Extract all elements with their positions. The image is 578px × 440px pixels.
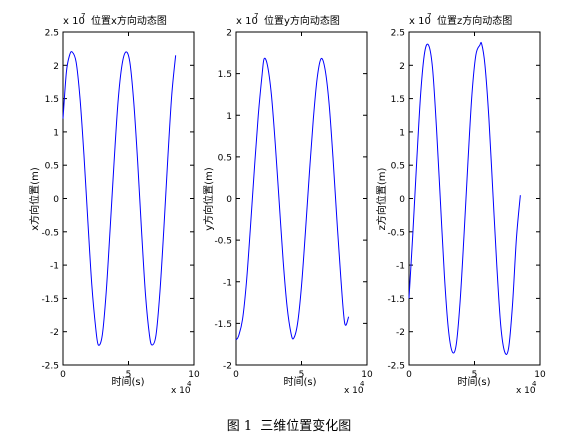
y-tick-label: -2.5: [387, 362, 405, 372]
series-line: [408, 41, 521, 355]
chart-panel-y: 21.510.50-0.5-1-1.5-20 5 10 x 10 7 位置y方向动态…: [202, 12, 373, 396]
series-line: [62, 51, 177, 346]
x-tick-label: 0: [60, 370, 66, 380]
y-tick-label: 0: [399, 195, 405, 205]
y-tick-label: 0.5: [391, 162, 405, 172]
x-exponent: 4: [360, 380, 365, 388]
y-tick-label: 1.5: [45, 95, 59, 105]
y-tick-label: 0: [53, 195, 59, 205]
x-exponent: 4: [187, 380, 192, 388]
title-exponent: 7: [81, 12, 85, 20]
x-tick-label: 10: [188, 370, 200, 380]
x-tick-label: 5: [126, 370, 132, 380]
x-axis-label: 时间(s): [283, 375, 316, 388]
y-tick-label: 1: [53, 128, 59, 138]
x-exponent-base: x 10: [344, 386, 364, 396]
title-exponent: 7: [254, 12, 258, 20]
title-exponent-base: x 10: [236, 16, 258, 27]
x-axis-label: 时间(s): [457, 375, 490, 388]
chart-panel-z: 2.521.510.50-0.5-1-1.5-2-2.50 5 10 x 10 7 …: [375, 12, 546, 396]
figure-caption: 图 1 三维位置变化图: [0, 415, 578, 434]
y-tick-label: -2: [223, 362, 232, 372]
chart-panel-x: 2.521.510.50-0.5-1-1.5-2-2.50 5 10 x 10 7 …: [28, 12, 200, 396]
y-tick-label: -1: [396, 262, 405, 272]
y-tick-label: 0.5: [45, 162, 59, 172]
axes-frame: [235, 31, 368, 366]
chart-title: 位置z方向动态图: [437, 14, 512, 27]
y-tick-label: 1.5: [391, 95, 405, 105]
x-tick-label: 0: [406, 370, 412, 380]
axes-frame: [62, 31, 195, 366]
y-tick-label: 2.5: [45, 29, 59, 39]
y-tick-label: 1: [399, 128, 405, 138]
title-exponent-base: x 10: [409, 16, 431, 27]
y-axis-label: z方向位置(m): [375, 168, 388, 231]
x-axis-label: 时间(s): [111, 375, 144, 388]
y-tick-label: -0.5: [214, 237, 232, 247]
title-exponent-base: x 10: [63, 16, 85, 27]
x-tick-label: 10: [534, 370, 546, 380]
y-tick-label: -1.5: [41, 295, 59, 305]
y-tick-label: 2.5: [391, 29, 405, 39]
y-tick-label: -1: [223, 278, 232, 288]
y-tick-label: -2: [50, 328, 59, 338]
caption-label: 图 1: [226, 419, 253, 434]
y-tick-label: -2: [396, 328, 405, 338]
y-tick-label: 1: [226, 112, 232, 122]
chart-title: 位置y方向动态图: [264, 14, 340, 27]
x-tick-label: 5: [299, 370, 305, 380]
y-tick-label: 2: [399, 62, 405, 72]
y-tick-label: 2: [53, 62, 59, 72]
x-tick-label: 10: [361, 370, 373, 380]
chart-title: 位置x方向动态图: [91, 14, 167, 27]
x-exponent-base: x 10: [171, 386, 191, 396]
y-tick-label: -2.5: [41, 362, 59, 372]
y-tick-label: -0.5: [41, 228, 59, 238]
y-tick-label: -1.5: [214, 320, 232, 330]
x-exponent-base: x 10: [516, 386, 536, 396]
x-tick-label: 5: [472, 370, 478, 380]
series-line: [235, 57, 350, 341]
x-tick-label: 0: [233, 370, 239, 380]
y-tick-label: 0: [226, 195, 232, 205]
y-tick-label: -1: [50, 262, 59, 272]
x-exponent: 4: [532, 380, 537, 388]
y-tick-label: -0.5: [387, 228, 405, 238]
y-tick-label: 0.5: [218, 153, 232, 163]
title-exponent: 7: [427, 12, 431, 20]
y-axis-label: y方向位置(m): [202, 167, 215, 231]
y-tick-label: -1.5: [387, 295, 405, 305]
y-tick-label: 1.5: [218, 70, 232, 80]
caption-text: 三维位置变化图: [260, 419, 352, 434]
y-axis-label: x方向位置(m): [28, 167, 41, 231]
y-tick-label: 2: [226, 29, 232, 39]
